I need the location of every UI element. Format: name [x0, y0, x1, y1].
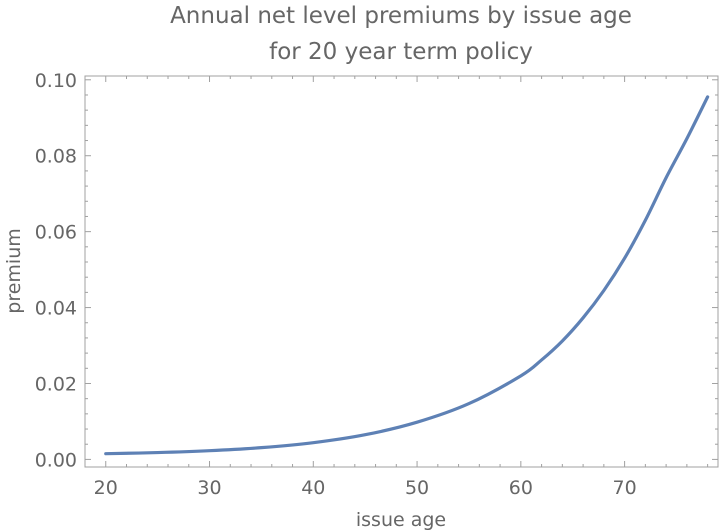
- axis-ticks: [84, 76, 718, 467]
- chart-title-line2: for 20 year term policy: [269, 39, 533, 65]
- y-tick-label: 0.06: [35, 222, 77, 244]
- x-axis-label: issue age: [356, 509, 446, 531]
- x-tick-label: 60: [509, 477, 533, 499]
- x-tick-label: 20: [94, 477, 118, 499]
- chart-title-line1: Annual net level premiums by issue age: [170, 3, 632, 29]
- x-tick-label: 40: [301, 477, 325, 499]
- y-tick-label: 0.04: [35, 298, 77, 320]
- x-tick-label: 30: [197, 477, 221, 499]
- x-tick-label: 70: [613, 477, 637, 499]
- plot-frame: [84, 75, 719, 468]
- y-tick-label: 0.10: [35, 70, 77, 92]
- y-tick-label: 0.00: [35, 449, 77, 471]
- premium-curve: [104, 95, 710, 456]
- axis-tick-labels: 20 30 40 50 60 70 0.00 0.02 0.04 0.06 0.08 0.10: [35, 70, 637, 499]
- y-axis-label: premium: [3, 228, 25, 313]
- y-tick-label: 0.02: [35, 373, 77, 395]
- x-tick-label: 50: [405, 477, 429, 499]
- y-tick-label: 0.08: [35, 146, 77, 168]
